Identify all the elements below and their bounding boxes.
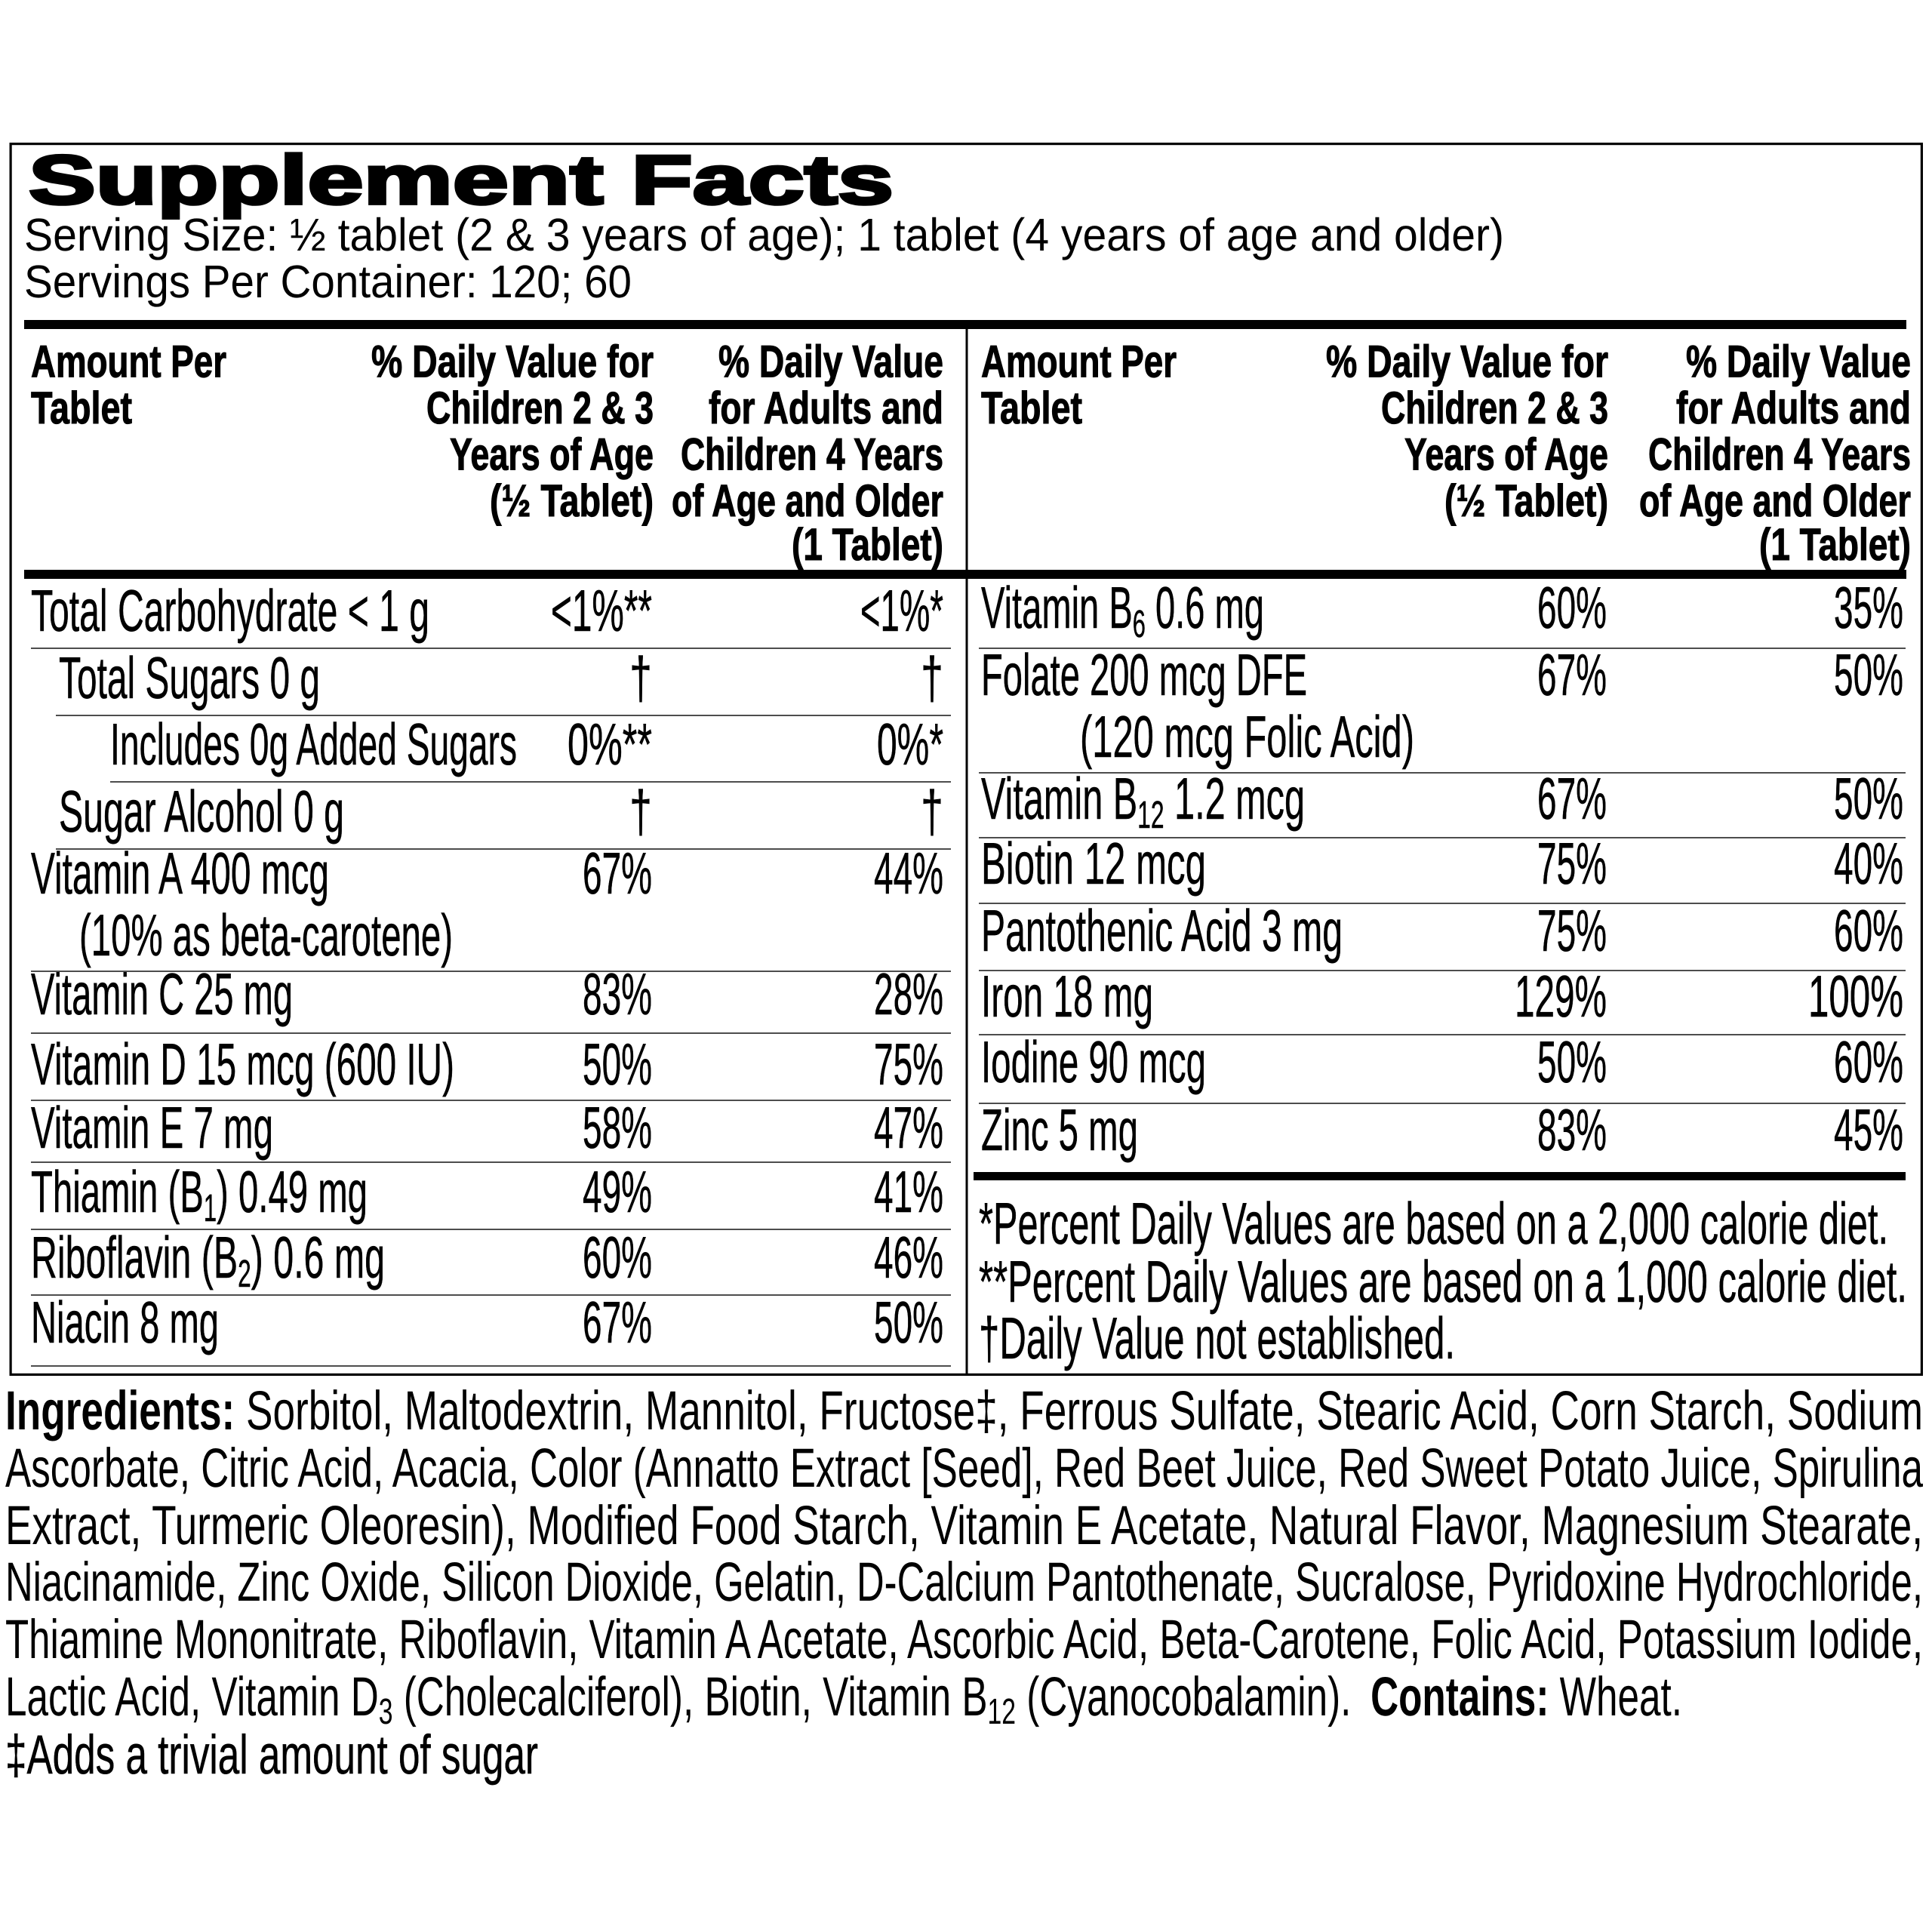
svg-text:67%: 67% bbox=[583, 1289, 652, 1355]
svg-text:Vitamin E 7 mg: Vitamin E 7 mg bbox=[31, 1094, 273, 1161]
svg-text:**Percent Daily Values are bas: **Percent Daily Values are based on a 1,… bbox=[979, 1248, 1907, 1315]
svg-text:58%: 58% bbox=[583, 1094, 652, 1161]
svg-text:Ingredients: Sorbitol, Maltode: Ingredients: Sorbitol, Maltodextrin, Man… bbox=[5, 1380, 1923, 1441]
svg-text:of Age and Older: of Age and Older bbox=[672, 475, 943, 526]
svg-text:<1%*: <1%* bbox=[860, 577, 943, 644]
svg-text:(1 Tablet): (1 Tablet) bbox=[792, 519, 943, 570]
svg-text:Pantothenic Acid 3 mg: Pantothenic Acid 3 mg bbox=[981, 897, 1343, 964]
svg-text:Amount Per: Amount Per bbox=[31, 337, 226, 387]
svg-text:for Adults and: for Adults and bbox=[709, 383, 943, 433]
svg-text:Niacinamide, Zinc Oxide, Silic: Niacinamide, Zinc Oxide, Silicon Dioxide… bbox=[5, 1552, 1923, 1613]
svg-text:129%: 129% bbox=[1515, 963, 1607, 1029]
svg-text:Biotin 12 mcg: Biotin 12 mcg bbox=[981, 830, 1206, 897]
svg-text:Tablet: Tablet bbox=[981, 383, 1082, 433]
svg-text:Riboflavin (B2) 0.6 mg: Riboflavin (B2) 0.6 mg bbox=[31, 1224, 385, 1295]
svg-text:*Percent Daily Values are base: *Percent Daily Values are based on a 2,0… bbox=[979, 1190, 1888, 1257]
svg-text:% Daily Value: % Daily Value bbox=[1686, 337, 1911, 387]
svg-text:Total Sugars 0 g: Total Sugars 0 g bbox=[59, 645, 320, 711]
svg-text:Lactic Acid, Vitamin D3 (Chole: Lactic Acid, Vitamin D3 (Cholecalciferol… bbox=[5, 1666, 1682, 1732]
svg-text:Tablet: Tablet bbox=[31, 383, 132, 433]
svg-text:(1 Tablet): (1 Tablet) bbox=[1759, 519, 1911, 570]
svg-text:(½ Tablet): (½ Tablet) bbox=[1444, 475, 1608, 526]
svg-text:†: † bbox=[921, 778, 943, 844]
svg-text:75%: 75% bbox=[1537, 830, 1607, 897]
svg-text:Vitamin B6 0.6 mg: Vitamin B6 0.6 mg bbox=[981, 574, 1264, 645]
svg-text:Sugar Alcohol 0 g: Sugar Alcohol 0 g bbox=[59, 778, 344, 844]
svg-text:Niacin 8 mg: Niacin 8 mg bbox=[31, 1289, 219, 1355]
svg-text:Iron 18 mg: Iron 18 mg bbox=[981, 963, 1153, 1029]
svg-text:<1%**: <1%** bbox=[551, 577, 652, 644]
svg-text:†: † bbox=[921, 645, 943, 711]
svg-text:Servings Per Container: 120; 6: Servings Per Container: 120; 60 bbox=[24, 256, 632, 307]
svg-text:% Daily Value for: % Daily Value for bbox=[371, 337, 654, 387]
svg-text:†: † bbox=[629, 645, 652, 711]
svg-text:Children 2 & 3: Children 2 & 3 bbox=[1381, 383, 1608, 433]
svg-text:Folate 200 mcg DFE: Folate 200 mcg DFE bbox=[981, 641, 1307, 708]
svg-text:for Adults and: for Adults and bbox=[1676, 383, 1911, 433]
svg-text:Amount Per: Amount Per bbox=[981, 337, 1177, 387]
svg-text:†: † bbox=[629, 778, 652, 844]
svg-text:0%*: 0%* bbox=[877, 711, 943, 777]
svg-text:83%: 83% bbox=[1537, 1097, 1607, 1163]
svg-text:% Daily Value for: % Daily Value for bbox=[1326, 337, 1608, 387]
svg-text:46%: 46% bbox=[874, 1224, 943, 1291]
svg-text:Includes 0g Added Sugars: Includes 0g Added Sugars bbox=[110, 711, 517, 777]
svg-text:75%: 75% bbox=[874, 1031, 943, 1097]
svg-text:†Daily Value not established.: †Daily Value not established. bbox=[979, 1305, 1455, 1371]
svg-text:‡Adds a trivial amount of suga: ‡Adds a trivial amount of sugar bbox=[5, 1724, 538, 1786]
svg-text:0%**: 0%** bbox=[568, 711, 652, 777]
svg-text:Zinc 5 mg: Zinc 5 mg bbox=[981, 1097, 1138, 1163]
svg-text:60%: 60% bbox=[1834, 1029, 1903, 1095]
svg-text:Iodine 90 mcg: Iodine 90 mcg bbox=[981, 1029, 1206, 1095]
svg-text:(½ Tablet): (½ Tablet) bbox=[490, 475, 654, 526]
svg-text:49%: 49% bbox=[583, 1158, 652, 1225]
svg-text:Total Carbohydrate < 1 g: Total Carbohydrate < 1 g bbox=[31, 577, 429, 644]
svg-text:Thiamin (B1) 0.49 mg: Thiamin (B1) 0.49 mg bbox=[31, 1158, 368, 1229]
svg-text:Vitamin B12 1.2 mcg: Vitamin B12 1.2 mcg bbox=[981, 765, 1305, 836]
svg-text:Extract, Turmeric Oleoresin),: Extract, Turmeric Oleoresin), Modified F… bbox=[5, 1495, 1923, 1556]
svg-text:Serving Size: ½ tablet (2 & 3: Serving Size: ½ tablet (2 & 3 years of a… bbox=[24, 209, 1504, 260]
svg-text:Ascorbate, Citric Acid, Acacia: Ascorbate, Citric Acid, Acacia, Color (A… bbox=[5, 1438, 1923, 1499]
svg-text:50%: 50% bbox=[583, 1031, 652, 1097]
svg-text:40%: 40% bbox=[1834, 830, 1903, 897]
svg-text:of Age and Older: of Age and Older bbox=[1639, 475, 1911, 526]
svg-text:Vitamin A 400 mcg: Vitamin A 400 mcg bbox=[31, 840, 329, 906]
svg-text:47%: 47% bbox=[874, 1094, 943, 1161]
svg-text:44%: 44% bbox=[874, 840, 943, 906]
svg-text:50%: 50% bbox=[874, 1289, 943, 1355]
svg-text:% Daily Value: % Daily Value bbox=[718, 337, 943, 387]
svg-text:100%: 100% bbox=[1808, 963, 1903, 1029]
svg-text:Supplement Facts: Supplement Facts bbox=[29, 142, 894, 219]
svg-text:50%: 50% bbox=[1834, 765, 1903, 832]
svg-text:Children 4 Years: Children 4 Years bbox=[1648, 429, 1911, 480]
svg-text:Thiamine Mononitrate, Riboflav: Thiamine Mononitrate, Riboflavin, Vitami… bbox=[5, 1609, 1923, 1670]
svg-text:67%: 67% bbox=[583, 840, 652, 906]
svg-text:60%: 60% bbox=[583, 1224, 652, 1291]
svg-text:60%: 60% bbox=[1834, 897, 1903, 964]
svg-text:Years of Age: Years of Age bbox=[450, 429, 654, 480]
svg-text:75%: 75% bbox=[1537, 897, 1607, 964]
svg-text:50%: 50% bbox=[1537, 1029, 1607, 1095]
svg-text:(120 mcg Folic Acid): (120 mcg Folic Acid) bbox=[1080, 703, 1414, 770]
svg-text:67%: 67% bbox=[1537, 765, 1607, 832]
svg-text:60%: 60% bbox=[1537, 574, 1607, 641]
svg-text:(10% as beta-carotene): (10% as beta-carotene) bbox=[79, 902, 453, 968]
svg-text:41%: 41% bbox=[874, 1158, 943, 1225]
svg-text:35%: 35% bbox=[1834, 574, 1903, 641]
svg-text:Years of Age: Years of Age bbox=[1404, 429, 1608, 480]
svg-text:50%: 50% bbox=[1834, 641, 1903, 708]
svg-text:67%: 67% bbox=[1537, 641, 1607, 708]
svg-text:45%: 45% bbox=[1834, 1097, 1903, 1163]
svg-text:Children 4 Years: Children 4 Years bbox=[681, 429, 943, 480]
svg-text:Children 2 & 3: Children 2 & 3 bbox=[426, 383, 654, 433]
svg-text:Vitamin D 15 mcg (600 IU): Vitamin D 15 mcg (600 IU) bbox=[31, 1031, 454, 1097]
